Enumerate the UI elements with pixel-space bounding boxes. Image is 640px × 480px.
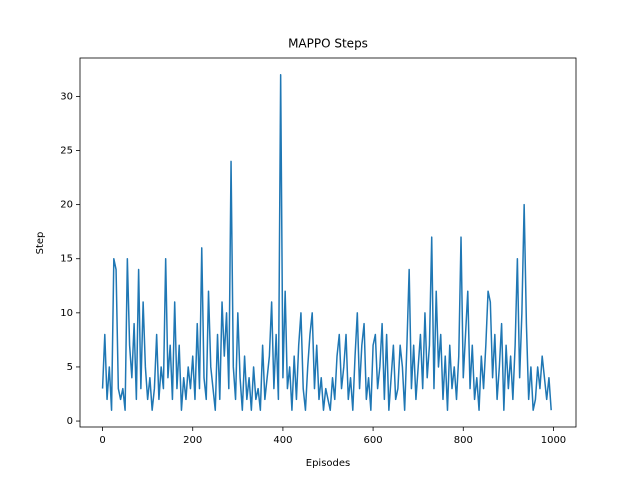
x-tick-label: 200 [183,435,202,446]
x-tick-label: 600 [364,435,383,446]
x-tick-label: 800 [454,435,473,446]
data-line [101,74,552,411]
chart-title: MAPPO Steps [288,37,368,51]
x-tick-label: 1000 [541,435,566,446]
y-axis-label: Step [35,232,46,255]
x-tick-label: 0 [99,435,105,446]
y-tick-label: 20 [60,200,73,211]
y-tick-label: 15 [60,254,73,265]
y-tick-label: 10 [60,308,73,319]
y-tick-label: 0 [67,416,73,427]
x-axis-label: Episodes [306,458,350,469]
plot-frame [79,57,577,428]
x-tick-label: 400 [273,435,292,446]
y-tick-label: 5 [67,362,73,373]
y-tick-label: 30 [60,91,73,102]
y-tick-label: 25 [60,146,73,157]
